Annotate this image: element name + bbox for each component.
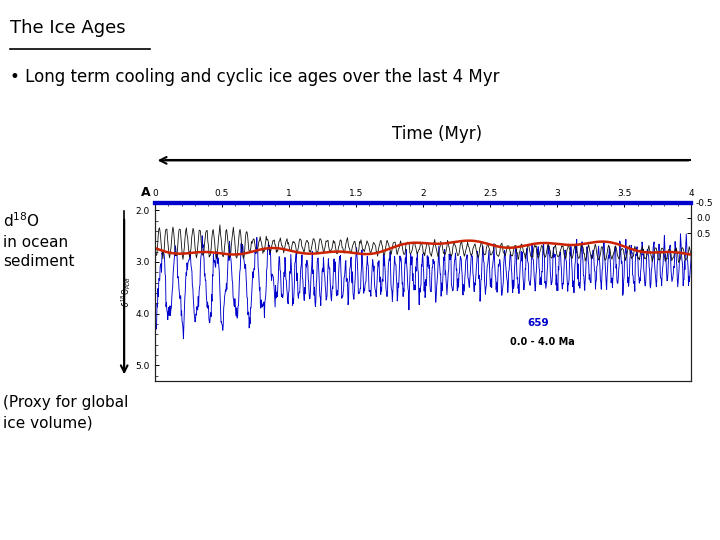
Text: A: A <box>141 186 151 199</box>
Text: Time (Myr): Time (Myr) <box>392 125 482 143</box>
Text: The Ice Ages: The Ice Ages <box>10 19 126 37</box>
Y-axis label: $\delta^{18}$O$_{PDB}$: $\delta^{18}$O$_{PDB}$ <box>119 276 132 307</box>
Text: 659: 659 <box>528 319 549 328</box>
Text: • Long term cooling and cyclic ice ages over the last 4 Myr: • Long term cooling and cyclic ice ages … <box>10 68 500 85</box>
Text: (Proxy for global
ice volume): (Proxy for global ice volume) <box>3 395 128 430</box>
Text: d$^{18}$O
in ocean
sediment: d$^{18}$O in ocean sediment <box>3 211 74 269</box>
Text: 0.0 - 4.0 Ma: 0.0 - 4.0 Ma <box>510 336 575 347</box>
